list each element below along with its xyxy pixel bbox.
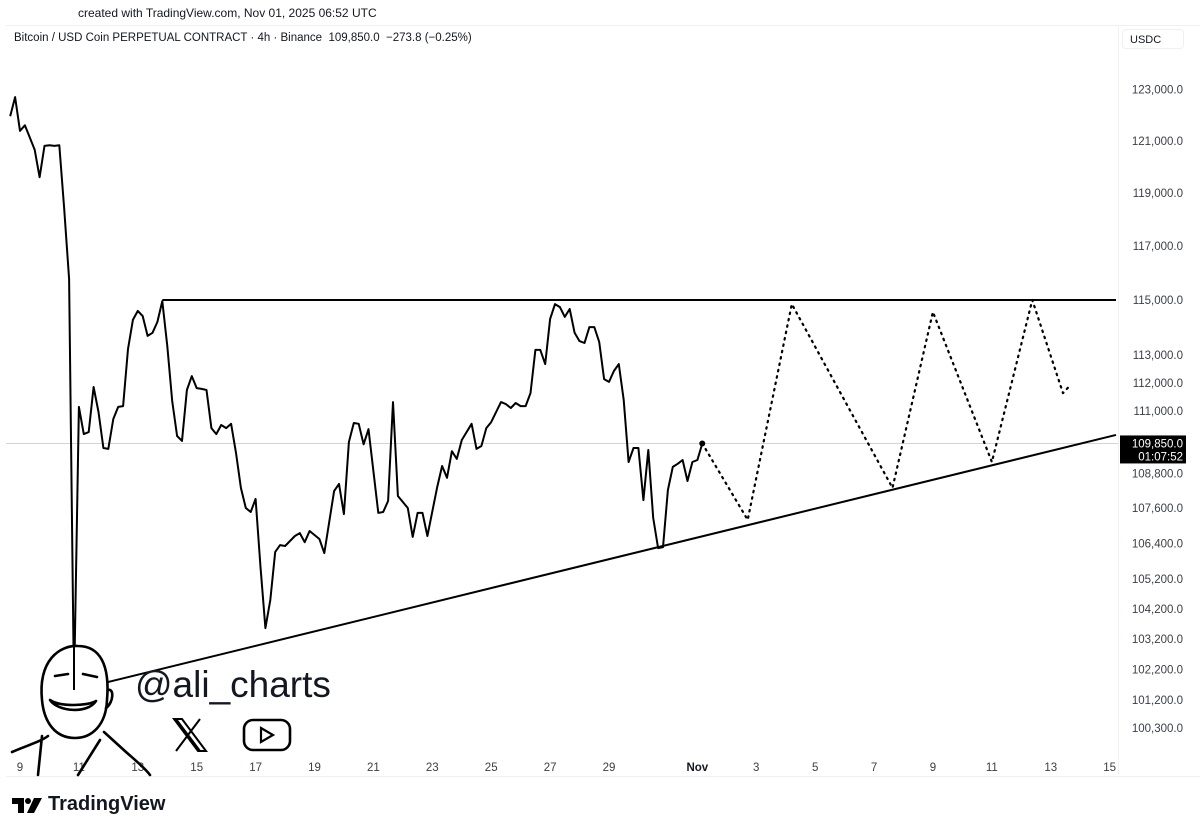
time-tick-label: 23 xyxy=(426,762,439,774)
price-tick-label: 104,200.0 xyxy=(1132,604,1183,616)
price-axis: 123,000.0 121,000.0 119,000.0 117,000.0 115,… xyxy=(1132,84,1183,735)
time-tick-label: 7 xyxy=(871,762,877,774)
time-tick-label: 13 xyxy=(1044,762,1057,774)
price-tick-label: 102,200.0 xyxy=(1132,664,1183,676)
price-line xyxy=(9,96,704,692)
price-tick-label: 100,300.0 xyxy=(1132,723,1183,735)
last-price-label: 109,850.001:07:52 xyxy=(1120,435,1186,464)
chart-frame xyxy=(6,25,1200,777)
time-tick-label: 25 xyxy=(485,762,498,774)
x-logo-icon xyxy=(172,718,208,752)
price-tick-label: 108,800.0 xyxy=(1132,469,1183,481)
time-tick-label: 21 xyxy=(367,762,380,774)
symbol-title: Bitcoin / USD Coin PERPETUAL CONTRACT · … xyxy=(14,32,323,44)
price-tick-label: 105,200.0 xyxy=(1132,574,1183,586)
time-axis: 9 11 13 15 17 19 21 23 25 27 29 Nov 3 5 7 9 11 13 15 xyxy=(17,762,1116,774)
symbol-price: 109,850.0 xyxy=(328,32,380,44)
tradingview-logo[interactable]: TradingView xyxy=(12,793,165,816)
time-tick-label: 11 xyxy=(986,762,998,774)
trendlines xyxy=(74,299,1117,692)
price-tick-label: 101,200.0 xyxy=(1132,695,1183,707)
tradingview-logo-icon xyxy=(12,797,42,813)
currency-button[interactable]: USDC xyxy=(1122,29,1184,49)
time-tick-label: 9 xyxy=(930,762,936,774)
time-tick-label: 27 xyxy=(544,762,557,774)
last-price-dot xyxy=(699,440,706,447)
price-tick-label: 121,000.0 xyxy=(1132,136,1183,148)
price-tick-label: 107,600.0 xyxy=(1132,503,1183,515)
symbol-header: Bitcoin / USD Coin PERPETUAL CONTRACT · … xyxy=(14,32,472,44)
time-tick-label: 3 xyxy=(753,762,759,774)
price-tick-label: 123,000.0 xyxy=(1132,84,1183,96)
time-tick-label: 15 xyxy=(190,762,203,774)
chart-caption: created with TradingView.com, Nov 01, 20… xyxy=(78,6,377,20)
time-tick-label: 9 xyxy=(17,762,23,774)
bar-countdown: 01:07:52 xyxy=(1138,451,1183,463)
last-price-badge xyxy=(1120,435,1186,464)
time-tick-label: Nov xyxy=(686,762,708,774)
time-tick-label: 19 xyxy=(308,762,321,774)
price-tick-label: 103,200.0 xyxy=(1132,634,1183,646)
watermark-social-icons xyxy=(172,718,292,752)
price-tick-label: 111,000.0 xyxy=(1134,406,1183,418)
last-price-value: 109,850.0 xyxy=(1132,438,1183,450)
youtube-icon xyxy=(242,718,292,752)
symbol-change: −273.8 (−0.25%) xyxy=(386,32,472,44)
avatar-icon xyxy=(10,644,152,777)
price-axis-divider xyxy=(1118,25,1119,775)
time-tick-label: 5 xyxy=(812,762,818,774)
projection-line xyxy=(701,298,1072,521)
price-tick-label: 115,000.0 xyxy=(1133,295,1183,307)
time-tick-label: 17 xyxy=(249,762,262,774)
price-series xyxy=(9,96,1072,692)
price-tick-label: 112,000.0 xyxy=(1133,378,1183,390)
time-tick-label: 29 xyxy=(603,762,616,774)
time-tick-label: 11 xyxy=(73,762,85,774)
time-tick-label: 15 xyxy=(1103,762,1116,774)
price-tick-label: 119,000.0 xyxy=(1133,188,1183,200)
brand-name: TradingView xyxy=(48,793,166,815)
price-tick-label: 117,000.0 xyxy=(1133,241,1183,253)
support-trendline xyxy=(74,433,1117,692)
price-tick-label: 113,000.0 xyxy=(1133,350,1183,362)
price-tick-label: 106,400.0 xyxy=(1132,538,1183,550)
watermark-handle: @ali_charts xyxy=(135,664,331,705)
